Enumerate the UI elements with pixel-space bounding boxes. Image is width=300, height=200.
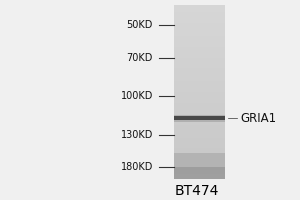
Bar bbox=[174, 83, 225, 86]
Bar bbox=[174, 161, 225, 164]
Bar bbox=[174, 49, 225, 51]
Bar bbox=[174, 68, 225, 71]
Text: BT474: BT474 bbox=[174, 184, 219, 198]
Text: 70KD: 70KD bbox=[127, 53, 153, 63]
Bar bbox=[174, 55, 225, 58]
Text: 130KD: 130KD bbox=[121, 130, 153, 140]
Bar bbox=[174, 133, 225, 135]
Bar bbox=[174, 10, 225, 12]
Bar bbox=[174, 75, 225, 77]
Bar bbox=[174, 155, 225, 157]
Bar bbox=[174, 109, 225, 112]
Bar bbox=[174, 116, 225, 118]
Bar bbox=[174, 27, 225, 30]
Bar bbox=[174, 111, 225, 114]
Bar bbox=[174, 72, 225, 75]
Bar bbox=[174, 12, 225, 14]
Bar bbox=[174, 126, 225, 129]
Bar bbox=[174, 107, 225, 110]
Bar bbox=[174, 21, 225, 23]
Bar bbox=[174, 176, 225, 179]
Bar bbox=[174, 118, 225, 120]
Bar bbox=[174, 42, 225, 45]
Bar bbox=[174, 77, 225, 79]
Bar bbox=[174, 174, 225, 177]
Bar bbox=[174, 120, 225, 123]
Bar bbox=[174, 142, 225, 144]
Bar bbox=[174, 46, 225, 49]
Bar bbox=[174, 64, 225, 66]
Bar bbox=[174, 159, 225, 161]
Bar bbox=[174, 29, 225, 32]
Bar bbox=[174, 59, 225, 62]
Bar bbox=[174, 170, 225, 172]
Bar bbox=[174, 94, 225, 97]
Bar bbox=[174, 62, 225, 64]
Bar bbox=[174, 148, 225, 151]
Bar bbox=[174, 38, 225, 40]
Bar bbox=[174, 116, 225, 120]
Bar bbox=[174, 105, 225, 107]
Bar bbox=[174, 70, 225, 73]
Bar bbox=[174, 79, 225, 81]
Bar bbox=[174, 150, 225, 153]
Bar bbox=[174, 85, 225, 88]
Bar bbox=[174, 131, 225, 133]
Bar bbox=[174, 90, 225, 92]
Bar bbox=[174, 81, 225, 84]
Bar bbox=[174, 98, 225, 101]
Bar bbox=[174, 33, 225, 36]
Bar bbox=[174, 44, 225, 47]
Bar bbox=[174, 40, 225, 43]
Bar bbox=[174, 129, 225, 131]
Bar bbox=[174, 167, 225, 179]
Bar bbox=[174, 5, 225, 8]
Bar bbox=[174, 135, 225, 138]
Bar bbox=[174, 57, 225, 60]
Bar bbox=[174, 51, 225, 53]
Bar bbox=[174, 172, 225, 174]
Bar bbox=[174, 137, 225, 140]
Bar bbox=[174, 124, 225, 127]
Bar bbox=[174, 23, 225, 25]
Bar bbox=[174, 122, 225, 125]
Bar bbox=[174, 100, 225, 103]
Text: 50KD: 50KD bbox=[127, 20, 153, 30]
Bar bbox=[174, 163, 225, 166]
Text: GRIA1: GRIA1 bbox=[240, 112, 276, 125]
Bar bbox=[174, 25, 225, 27]
Bar bbox=[174, 16, 225, 19]
Bar bbox=[174, 139, 225, 142]
Bar bbox=[174, 165, 225, 168]
Bar bbox=[174, 152, 225, 155]
Bar bbox=[174, 113, 225, 116]
Bar bbox=[174, 144, 225, 146]
Bar bbox=[174, 53, 225, 55]
Bar bbox=[174, 18, 225, 21]
Bar bbox=[174, 168, 225, 170]
Bar bbox=[174, 14, 225, 17]
Bar bbox=[174, 146, 225, 148]
Bar bbox=[174, 115, 225, 122]
Bar bbox=[174, 92, 225, 94]
Bar bbox=[174, 36, 225, 38]
Bar bbox=[174, 96, 225, 99]
Bar bbox=[174, 66, 225, 68]
Text: 180KD: 180KD bbox=[121, 162, 153, 172]
Bar bbox=[174, 88, 225, 90]
Bar bbox=[174, 8, 225, 10]
Text: 100KD: 100KD bbox=[121, 91, 153, 101]
Bar bbox=[174, 103, 225, 105]
Bar bbox=[174, 31, 225, 34]
Bar bbox=[174, 157, 225, 159]
